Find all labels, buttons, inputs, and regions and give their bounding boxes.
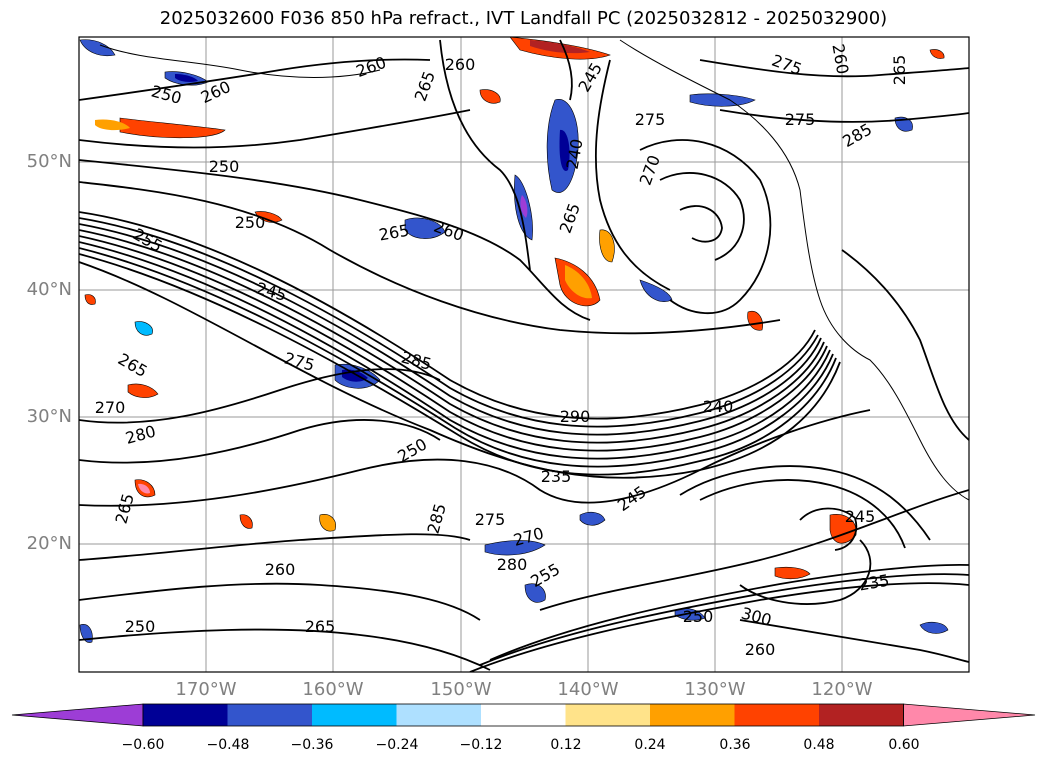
contour-label: 260: [265, 560, 296, 579]
contour-label: 275: [475, 510, 506, 529]
lat-tick-label: 30°N: [26, 406, 72, 427]
colorbar-tick-label: −0.12: [459, 737, 503, 753]
colorbar-tick-label: −0.48: [206, 737, 250, 753]
colorbar: [11, 703, 1036, 727]
lon-tick-label: 140°W: [557, 679, 619, 700]
colorbar-tick-label: 0.48: [803, 737, 835, 753]
contour-label: 245: [845, 507, 876, 526]
map-background: [79, 37, 969, 672]
map-title: 2025032600 F036 850 hPa refract., IVT La…: [159, 8, 888, 29]
lon-tick-label: 160°W: [302, 679, 364, 700]
colorbar-tick-label: 0.60: [888, 737, 920, 753]
colorbar-swatch: [819, 704, 904, 726]
contour-lines: [79, 39, 969, 672]
colorbar-swatch: [143, 704, 228, 726]
map-frame: [78, 36, 970, 673]
contour-label: 280: [497, 555, 528, 574]
colorbar-extend-high: [903, 703, 1036, 727]
colorbar-swatch: [396, 704, 482, 726]
refractivity-fill: [79, 37, 949, 643]
lon-tick-label: 150°W: [430, 679, 492, 700]
contour-label: 275: [785, 110, 816, 129]
colorbar-swatch: [481, 704, 566, 726]
contour-label: 260: [745, 640, 776, 659]
contour-label: 250: [209, 157, 240, 176]
colorbar-extend-low: [11, 703, 144, 727]
colorbar-tick-label: 0.12: [550, 737, 582, 753]
contour-label: 275: [635, 110, 666, 129]
lon-tick-label: 120°W: [811, 679, 873, 700]
colorbar-tick-label: −0.60: [121, 737, 165, 753]
contour-label: 250: [125, 617, 156, 636]
contour-label: 270: [95, 398, 126, 417]
coastlines: [99, 39, 969, 501]
colorbar-swatch: [312, 704, 397, 726]
colorbar-swatch: [565, 704, 651, 726]
contour-label: 250: [683, 607, 714, 626]
colorbar-tick-label: −0.24: [375, 737, 419, 753]
contour-label: 235: [541, 467, 572, 486]
contour-label: 260: [445, 55, 476, 74]
contour-label: 250: [235, 213, 266, 232]
colorbar-tick-label: 0.36: [719, 737, 751, 753]
colorbar-swatch: [227, 704, 313, 726]
lon-tick-label: 130°W: [684, 679, 746, 700]
colorbar-outline: [142, 703, 904, 727]
contour-label: 240: [703, 397, 734, 416]
contour-label: 265: [890, 55, 909, 86]
colorbar-swatch: [650, 704, 735, 726]
lat-tick-label: 20°N: [26, 533, 72, 554]
contour-label: 265: [305, 617, 336, 636]
lon-tick-label: 170°W: [175, 679, 237, 700]
lat-tick-label: 50°N: [26, 151, 72, 172]
lat-tick-label: 40°N: [26, 279, 72, 300]
colorbar-swatch: [734, 704, 820, 726]
colorbar-tick-label: 0.24: [634, 737, 666, 753]
colorbar-tick-label: −0.36: [290, 737, 334, 753]
contour-label: 290: [560, 407, 591, 426]
